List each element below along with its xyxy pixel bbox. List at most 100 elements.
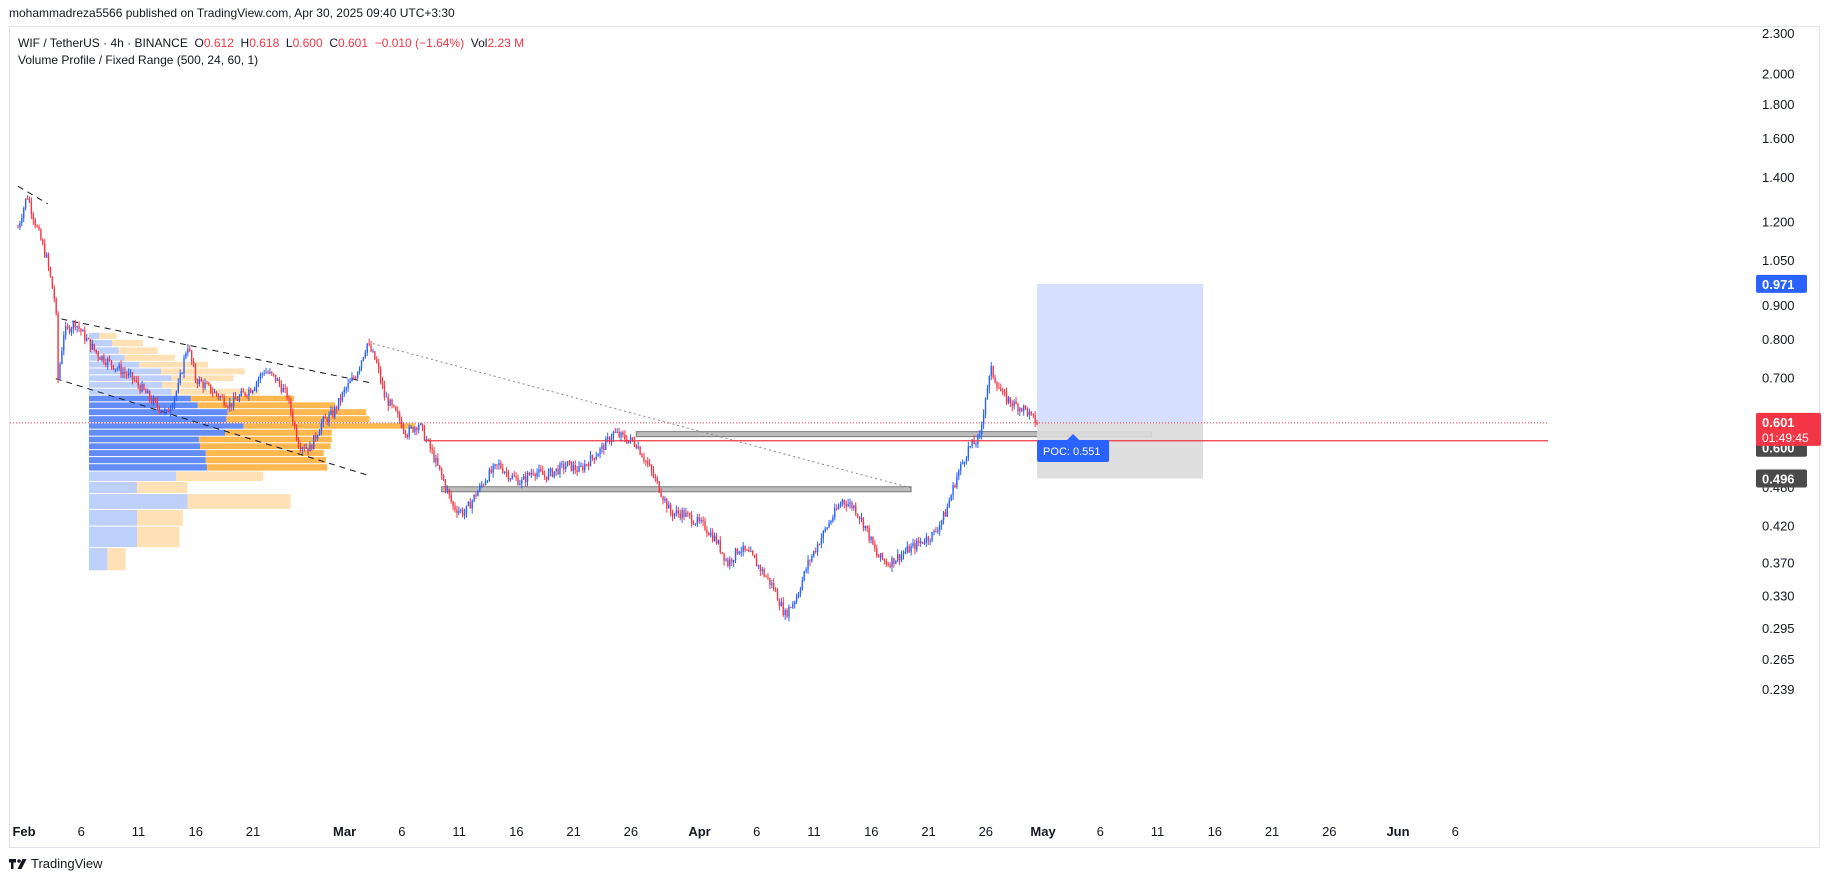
candle-body-4 xyxy=(24,198,27,208)
candle-body-410 xyxy=(799,589,802,594)
candle-body-28 xyxy=(70,328,73,333)
candle-body-150 xyxy=(303,447,305,449)
x-tick-label-4: 21 xyxy=(246,824,260,839)
candle-body-322 xyxy=(631,437,634,441)
candle-body-241 xyxy=(477,491,479,497)
candle-body-490 xyxy=(952,485,954,496)
candle-body-350 xyxy=(685,512,687,517)
candle-body-313 xyxy=(614,431,617,433)
candle-body-367 xyxy=(717,540,720,544)
vp-down-bar-9 xyxy=(190,395,294,402)
candle-body-16 xyxy=(47,254,50,268)
candle-body-157 xyxy=(316,435,319,439)
candle-body-357 xyxy=(698,517,700,521)
candle-body-458 xyxy=(891,557,893,568)
candle-body-144 xyxy=(292,412,294,423)
candle-body-108 xyxy=(223,397,225,406)
candle-body-138 xyxy=(280,384,283,393)
legend-indicator[interactable]: Volume Profile / Fixed Range (500, 24, 6… xyxy=(18,53,259,67)
candle-body-498 xyxy=(967,446,970,458)
candle-body-312 xyxy=(612,431,615,439)
candle-body-90 xyxy=(189,348,191,351)
candle-body-440 xyxy=(856,514,859,517)
candle-body-127 xyxy=(259,374,262,380)
candle-body-389 xyxy=(759,565,762,572)
candle-body-495 xyxy=(961,462,964,465)
vp-up-bar-24 xyxy=(88,526,138,548)
candle-body-354 xyxy=(692,523,695,525)
candle-body-252 xyxy=(498,462,500,465)
candle-body-527 xyxy=(1022,405,1025,412)
candle-body-20 xyxy=(55,298,57,314)
candle-body-173 xyxy=(347,383,349,388)
candle-body-338 xyxy=(662,496,664,501)
candle-body-300 xyxy=(589,455,592,467)
candle-body-478 xyxy=(929,540,931,542)
candle-body-268 xyxy=(528,472,531,475)
vp-up-bar-0 xyxy=(88,332,100,339)
candle-body-155 xyxy=(313,435,315,450)
vp-down-bar-0 xyxy=(99,332,117,339)
candle-body-520 xyxy=(1009,397,1012,404)
candle-body-267 xyxy=(526,472,529,483)
candle-body-214 xyxy=(425,439,428,441)
candle-body-263 xyxy=(519,483,521,485)
vp-down-bar-24 xyxy=(137,526,180,548)
candle-body-141 xyxy=(286,388,288,399)
candle-body-433 xyxy=(843,500,846,504)
candle-body-427 xyxy=(832,517,834,522)
candle-body-531 xyxy=(1030,411,1033,414)
candle-body-45 xyxy=(103,356,105,363)
candle-body-165 xyxy=(332,410,334,418)
candle-body-7 xyxy=(30,202,33,214)
y-tick-label-17: 0.239 xyxy=(1762,682,1795,697)
candle-body-205 xyxy=(408,427,410,438)
candle-body-100 xyxy=(208,383,210,385)
candle-body-67 xyxy=(145,389,147,394)
x-tick-label-7: 11 xyxy=(452,824,466,839)
x-tick-label-9: 21 xyxy=(566,824,580,839)
vp-down-bar-1 xyxy=(111,339,143,347)
candle-body-197 xyxy=(393,404,395,407)
candle-body-11 xyxy=(38,226,40,230)
footer-brand-name: TradingView xyxy=(31,856,103,871)
candle-body-448 xyxy=(872,536,874,545)
candle-body-365 xyxy=(713,535,716,541)
trend-line-3 xyxy=(372,343,912,489)
candle-body-515 xyxy=(1000,388,1002,392)
vp-up-bar-20 xyxy=(88,471,177,481)
candle-body-506 xyxy=(982,413,985,425)
candle-body-504 xyxy=(979,434,981,436)
candle-body-103 xyxy=(213,391,216,393)
price-badge-bg-0 xyxy=(1756,274,1807,293)
candle-body-485 xyxy=(942,512,945,521)
candle-body-522 xyxy=(1013,401,1015,407)
candle-body-247 xyxy=(488,469,491,481)
candle-body-479 xyxy=(931,532,933,541)
candle-body-451 xyxy=(877,555,880,558)
candle-body-145 xyxy=(294,422,296,427)
candle-body-130 xyxy=(265,372,267,374)
candle-body-376 xyxy=(734,548,737,561)
candle-body-126 xyxy=(257,379,260,383)
candle-body-169 xyxy=(339,398,342,401)
candle-body-68 xyxy=(147,391,149,394)
candle-body-142 xyxy=(288,398,290,400)
candle-body-480 xyxy=(933,531,935,533)
candle-body-370 xyxy=(723,553,725,561)
candle-body-425 xyxy=(828,523,830,528)
candle-body-278 xyxy=(547,471,550,480)
trend-line-0 xyxy=(17,185,49,205)
candle-body-482 xyxy=(937,530,939,532)
candle-body-182 xyxy=(364,352,367,358)
candle-body-37 xyxy=(87,338,90,340)
legend-symbol[interactable]: WIF / TetherUS · 4h · BINANCE xyxy=(18,36,188,50)
candle-body-423 xyxy=(824,528,826,531)
candle-body-35 xyxy=(84,330,86,341)
candle-body-398 xyxy=(776,590,779,601)
candle-body-242 xyxy=(479,485,481,492)
candle-body-417 xyxy=(813,550,815,556)
candle-body-305 xyxy=(599,448,601,455)
vp-down-bar-12 xyxy=(226,416,370,423)
